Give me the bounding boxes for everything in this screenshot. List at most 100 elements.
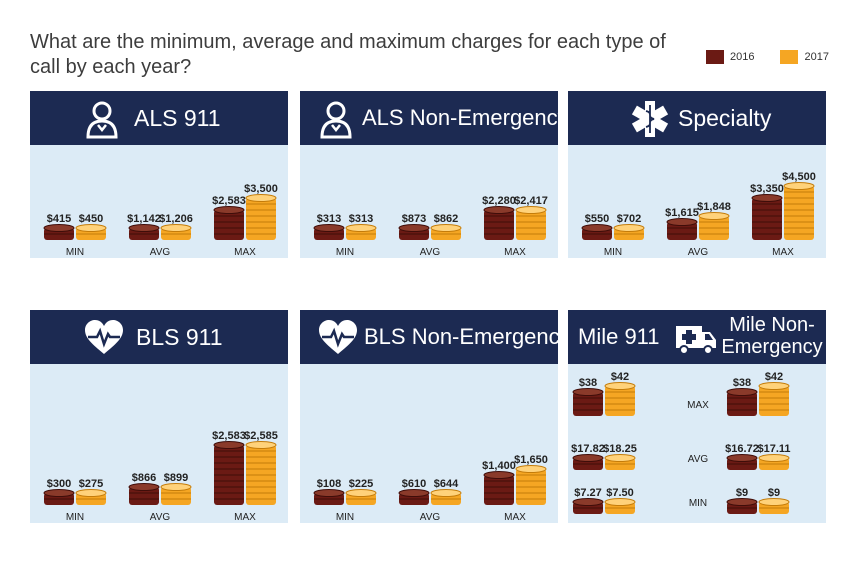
coin-stack-avg-2016	[398, 224, 430, 240]
category-label-avg: AVG	[688, 247, 709, 258]
coin-stack-avg-2017	[160, 224, 192, 240]
panel-header: Mile 911 Mile Non-Emergency	[568, 310, 826, 364]
coin-stack-avg-2017	[698, 212, 730, 240]
category-label-max: MAX	[504, 512, 526, 523]
legend-item-2016: 2016	[706, 50, 754, 64]
panel-title-mile-911: Mile 911	[578, 324, 660, 349]
data-label-mile-non-emergency-min-2016: $9	[736, 487, 748, 499]
data-label-mile-911-avg-2016: $17.82	[571, 443, 605, 455]
category-label-avg: AVG	[150, 247, 171, 258]
coin-stack-max-2016	[751, 194, 783, 240]
panel-title: Specialty	[678, 105, 772, 131]
coin-stack-avg-2016	[666, 218, 698, 240]
data-label-mile-non-emergency-min-2017: $9	[768, 487, 780, 499]
panel-bls-non-emergency: BLS Non-Emergency $108 $225 MIN $610 $644 AVG…	[300, 310, 571, 523]
data-label-min-2016: $550	[585, 213, 609, 225]
data-label-mile-911-max-2017: $42	[611, 371, 629, 383]
category-label-max: MAX	[772, 247, 794, 258]
data-label-min-2017: $702	[617, 213, 641, 225]
panel-header: ALS Non-Emergency	[300, 91, 569, 145]
category-label-avg: AVG	[150, 512, 171, 523]
coin-stack-min-2017	[345, 489, 377, 505]
coin-stack-max-2017	[515, 206, 547, 240]
data-label-avg-2016: $1,142	[127, 213, 161, 225]
category-label-min: MIN	[604, 247, 622, 258]
data-label-mile-non-emergency-avg-2017: $17.11	[757, 443, 790, 455]
coin-stack-max-2016	[213, 206, 245, 240]
data-label-mile-911-min-2016: $7.27	[574, 487, 602, 499]
data-label-max-2016: $1,400	[482, 460, 516, 472]
category-label-max: MAX	[504, 247, 526, 258]
paramedic-icon	[86, 101, 118, 139]
heart-pulse-icon	[85, 320, 123, 354]
coin-stack-mile-non-emergency-min-2017	[758, 498, 790, 514]
data-label-min-2017: $450	[79, 213, 103, 225]
coin-stack-avg-2016	[398, 489, 430, 505]
data-label-max-2017: $2,585	[244, 430, 278, 442]
data-label-min-2016: $108	[317, 478, 341, 490]
coin-stack-mile-non-emergency-avg-2017	[758, 454, 790, 470]
data-label-max-2016: $2,583	[212, 430, 246, 442]
legend: 2016 2017	[706, 50, 829, 64]
heart-pulse-icon	[319, 320, 357, 354]
data-label-avg-2017: $862	[434, 213, 458, 225]
panel-header: BLS 911	[30, 310, 288, 364]
legend-swatch-2017	[780, 50, 799, 64]
data-label-min-2016: $415	[47, 213, 71, 225]
data-label-avg-2016: $1,615	[665, 207, 699, 219]
category-label-max: MAX	[234, 247, 256, 258]
panel-header: ALS 911	[30, 91, 288, 145]
coin-stack-max-2017	[245, 194, 277, 240]
category-label-min: MIN	[336, 512, 354, 523]
data-label-mile-911-min-2017: $7.50	[606, 487, 634, 499]
coin-stack-min-2016	[43, 489, 75, 505]
data-label-max-2017: $4,500	[782, 171, 816, 183]
coin-stack-mile-non-emergency-max-2016	[726, 388, 758, 416]
category-label-min: MIN	[66, 512, 84, 523]
coin-stack-max-2017	[515, 465, 547, 505]
panel-title: BLS 911	[136, 324, 223, 350]
data-label-min-2017: $275	[79, 478, 103, 490]
data-label-max-2016: $3,350	[750, 183, 784, 195]
data-label-min-2016: $300	[47, 478, 71, 490]
data-label-avg-2017: $644	[434, 478, 459, 490]
coin-stack-min-2017	[75, 224, 107, 240]
coin-stack-avg-2017	[430, 489, 462, 505]
coin-stack-min-2017	[75, 489, 107, 505]
chart-bls-911: $300 $275 MIN $866 $899 AVG $2,583$2,585 MAX	[43, 430, 278, 523]
coin-stack-min-2016	[581, 224, 613, 240]
coin-stack-avg-2017	[430, 224, 462, 240]
category-label-avg: AVG	[420, 247, 441, 258]
panel-title: ALS Non-Emergency	[362, 105, 569, 130]
coin-stack-min-2016	[313, 224, 345, 240]
coin-stack-avg-2017	[160, 483, 192, 505]
legend-label-2016: 2016	[730, 51, 755, 63]
coin-stack-avg-2016	[128, 483, 160, 505]
category-label-avg: AVG	[420, 512, 441, 523]
category-label-min: MIN	[336, 247, 354, 258]
coin-stack-mile-911-max-2017	[604, 382, 636, 416]
coin-stack-max-2016	[483, 206, 515, 240]
coin-stack-max-2017	[783, 182, 815, 240]
legend-item-2017: 2017	[780, 50, 829, 64]
coin-stack-mile-non-emergency-avg-2016	[726, 454, 758, 470]
data-label-avg-2016: $866	[132, 472, 156, 484]
coin-stack-max-2016	[483, 471, 515, 505]
panel-title: ALS 911	[134, 105, 221, 131]
data-label-avg-2017: $1,206	[159, 213, 193, 225]
chart-bls-non-emergency: $108 $225 MIN $610 $644 AVG $1,400$1,650 MAX	[313, 454, 548, 523]
category-label-max: MAX	[234, 512, 256, 523]
coin-stack-min-2016	[43, 224, 75, 240]
panel-als-non-emergency: ALS Non-Emergency $313 $313 MIN $873 $862 AVG…	[300, 91, 569, 258]
star-of-life-icon	[631, 101, 669, 137]
coin-stack-mile-911-avg-2017	[604, 454, 636, 470]
legend-label-2017: 2017	[804, 51, 829, 63]
data-label-mile-non-emergency-max-2016: $38	[733, 377, 751, 389]
coin-stack-min-2017	[345, 224, 377, 240]
legend-swatch-2016	[706, 50, 724, 64]
category-label-min: MIN	[689, 498, 707, 509]
coin-stack-mile-911-max-2016	[572, 388, 604, 416]
data-label-min-2017: $313	[349, 213, 373, 225]
panel-header: Specialty	[568, 91, 826, 145]
category-label-avg: AVG	[688, 454, 709, 465]
